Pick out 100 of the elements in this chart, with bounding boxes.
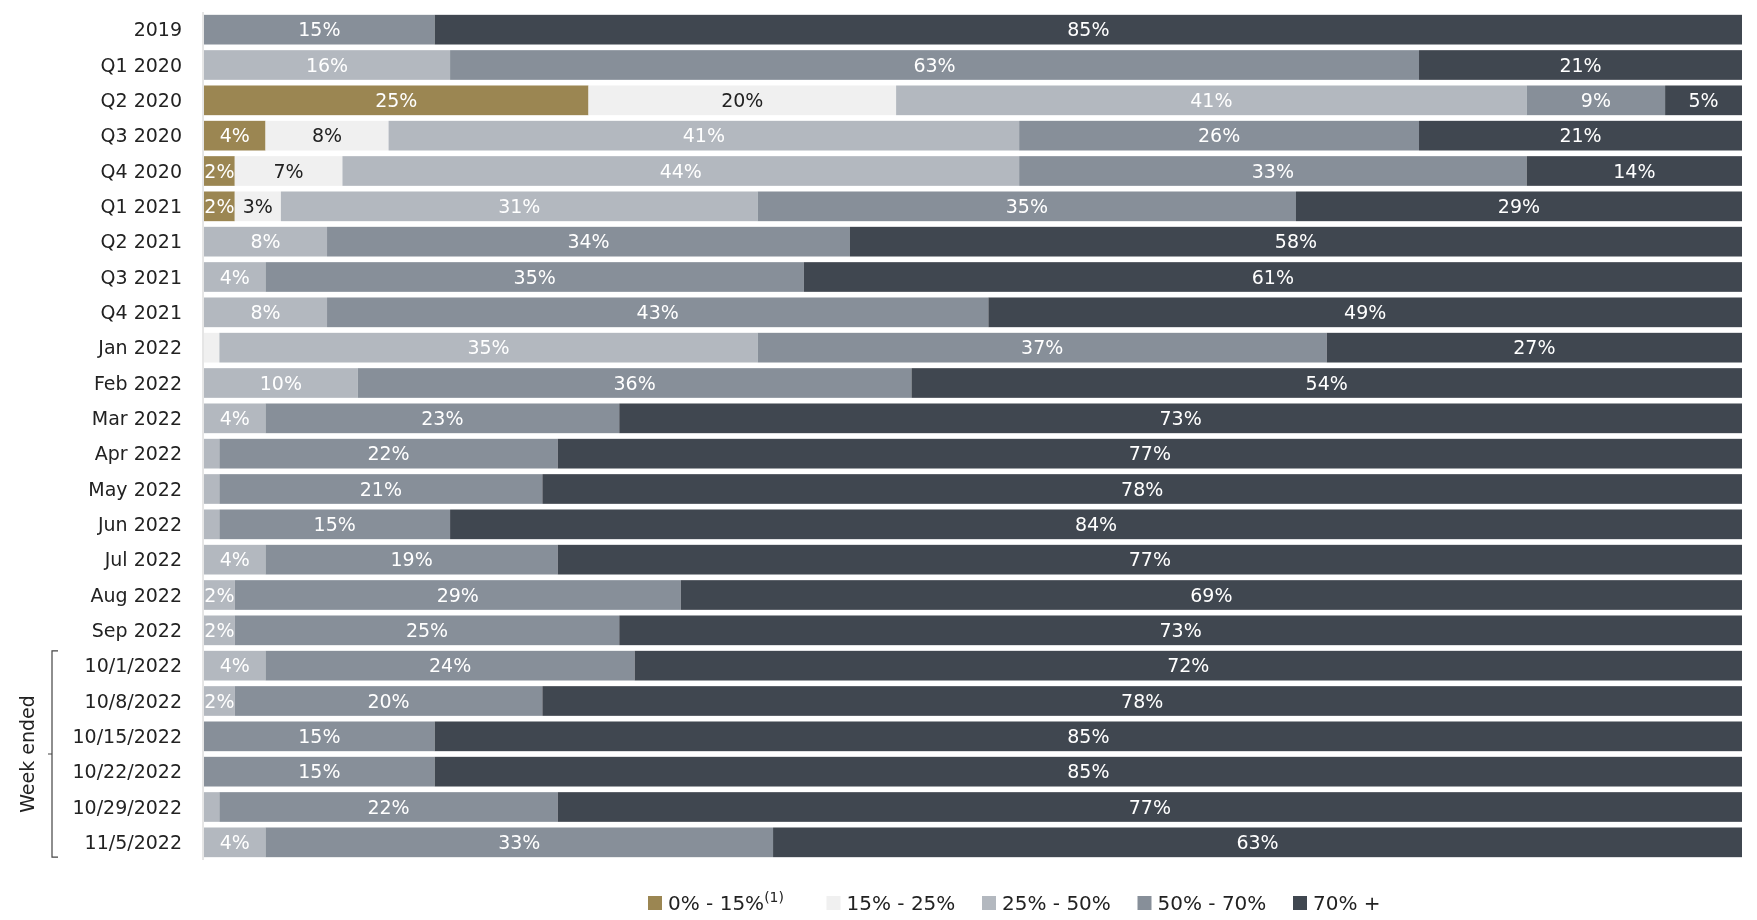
data-label: 73% [1159,406,1202,429]
data-label: 33% [498,830,541,853]
y-tick-label: May 2022 [88,477,182,500]
data-label: 33% [1251,159,1295,182]
data-label: 63% [1236,830,1279,853]
y-tick-label: Mar 2022 [91,406,182,429]
data-label: 15% [298,760,341,783]
data-label: 85% [1067,724,1110,747]
data-label: 72% [1167,654,1210,677]
data-label: 25% [405,618,449,641]
y-tick-label: 10/15/2022 [72,724,182,747]
data-label: 61% [1251,265,1295,288]
y-tick-label: Q4 2021 [100,300,182,323]
data-label: 20% [367,689,410,712]
data-label: 2% [204,194,235,217]
y-tick-label: 10/22/2022 [72,760,182,783]
data-label: 21% [1559,53,1602,76]
data-label: 4% [219,265,250,288]
y-tick-label: Aug 2022 [90,583,182,606]
text: Week ended [16,695,38,813]
data-label: 35% [1005,194,1048,217]
data-label: 4% [219,124,250,147]
y-tick-label: Q2 2021 [100,230,182,253]
legend-label: 70% + [1313,891,1381,915]
y-tick-label: Q3 2021 [100,265,182,288]
data-label: 77% [1128,442,1171,465]
data-label: 78% [1121,477,1164,500]
legend-label: 15% - 25% [846,891,956,915]
data-label: 3% [242,194,273,217]
data-label: 78% [1121,689,1164,712]
y-tick-label: Q3 2020 [100,124,182,147]
data-label: 8% [250,300,281,323]
data-label: 41% [1190,88,1233,111]
data-label: 7% [273,159,304,182]
y-tick-label: 10/1/2022 [84,654,182,677]
data-label: 16% [305,53,349,76]
data-label: 54% [1305,371,1348,394]
data-label: 19% [390,548,433,571]
data-label: 2% [204,618,235,641]
data-label: 37% [1021,336,1064,359]
data-label: 8% [250,230,281,253]
data-label: 15% [313,512,356,535]
data-label: 35% [467,336,510,359]
data-label: 77% [1128,795,1171,818]
data-label: 58% [1274,230,1318,253]
legend-label: 0% - 15%$^{(1)}$ [668,889,784,915]
data-label: 29% [436,583,479,606]
y-tick-label: 2019 [133,18,182,41]
y-tick-label: Sep 2022 [91,618,182,641]
data-label: 27% [1513,336,1556,359]
data-label: 21% [1559,124,1602,147]
legend-label: 50% - 70% [1157,891,1267,915]
data-label: 24% [428,654,472,677]
y-tick-label: Jun 2022 [96,512,182,535]
data-label: 2% [204,159,235,182]
data-label: 34% [567,230,610,253]
data-label: 23% [421,406,464,429]
y-tick-label: Apr 2022 [94,442,182,465]
data-label: 43% [636,300,679,323]
data-label: 15% [298,724,341,747]
data-label: 2% [204,689,235,712]
data-label: 31% [498,194,541,217]
data-label: 5% [1688,88,1719,111]
data-label: 4% [219,406,250,429]
data-label: 44% [659,159,702,182]
data-label: 63% [913,53,956,76]
data-label: 49% [1344,300,1387,323]
data-label: 84% [1074,512,1118,535]
data-label: 4% [219,548,250,571]
y-tick-label: Jan 2022 [97,336,182,359]
data-label: 4% [219,654,250,677]
data-label: 15% [298,18,341,41]
data-label: 22% [367,442,410,465]
data-label: 85% [1067,760,1110,783]
data-label: 29% [1497,194,1541,217]
data-label: 36% [613,371,656,394]
legend-label: 25% - 50% [1002,891,1111,915]
data-label: 10% [259,371,303,394]
y-tick-label: Q4 2020 [100,159,182,182]
data-label: 41% [682,124,725,147]
data-label: 20% [721,88,764,111]
data-label: 14% [1613,159,1656,182]
data-label: 85% [1067,18,1110,41]
y-tick-label: Jul 2022 [103,548,182,571]
data-label: 69% [1190,583,1233,606]
y-tick-label: Feb 2022 [93,371,182,394]
data-label: 77% [1128,548,1171,571]
y-tick-label: Q1 2021 [100,194,182,217]
data-label: 21% [359,477,402,500]
y-tick-label: 11/5/2022 [84,830,182,853]
data-label: 4% [219,830,250,853]
data-label: 22% [367,795,410,818]
data-label: 35% [513,265,556,288]
y-tick-label: Q2 2020 [100,88,182,111]
data-label: 8% [311,124,343,147]
y-tick-label: 10/29/2022 [72,795,182,818]
data-label: 26% [1197,124,1241,147]
data-label: 2% [204,583,235,606]
data-label: 25% [375,88,418,111]
y-tick-label: Q1 2020 [100,53,182,76]
